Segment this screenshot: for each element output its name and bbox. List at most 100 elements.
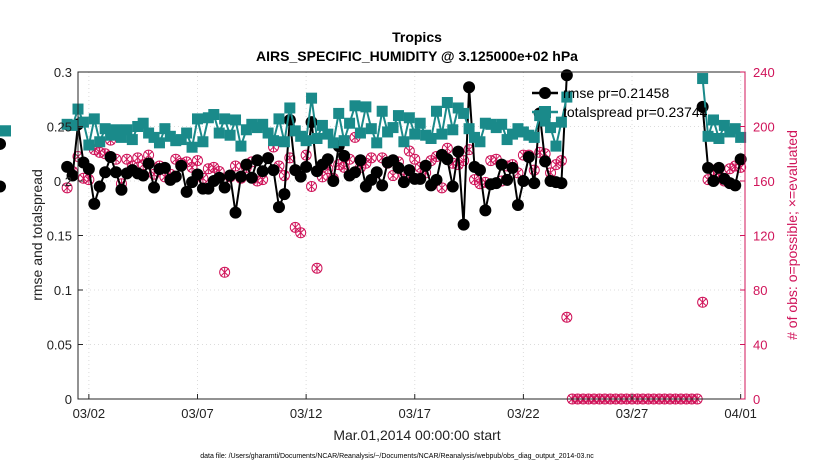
obs-evaluated-point bbox=[312, 263, 322, 274]
obs-evaluated-point bbox=[62, 182, 72, 193]
rmse-point bbox=[294, 170, 307, 183]
rmse-point bbox=[490, 177, 503, 190]
totalspread-point bbox=[561, 91, 573, 103]
totalspread-point bbox=[77, 116, 89, 128]
totalspread-point bbox=[349, 100, 361, 112]
rmse-point bbox=[430, 173, 443, 186]
totalspread-point bbox=[371, 137, 383, 149]
obs-evaluated-point bbox=[562, 312, 572, 323]
totalspread-point bbox=[718, 119, 730, 131]
totalspread-point bbox=[208, 109, 220, 121]
rmse-point bbox=[528, 177, 541, 190]
obs-evaluated-point bbox=[404, 146, 414, 157]
legend-rmse-label: rmse pr=0.21458 bbox=[563, 85, 669, 101]
totalspread-point bbox=[115, 131, 127, 143]
rmse-point bbox=[712, 161, 725, 174]
totalspread-point bbox=[729, 123, 741, 135]
x-tick-label: 03/17 bbox=[398, 406, 431, 421]
rmse-point bbox=[180, 185, 193, 198]
totalspread-point bbox=[94, 136, 106, 148]
rmse-point bbox=[370, 166, 383, 179]
totalspread-point bbox=[268, 135, 280, 147]
totalspread-point bbox=[67, 119, 79, 131]
rmse-point bbox=[262, 152, 275, 165]
rmse-point bbox=[142, 157, 155, 170]
chart-title: Tropics bbox=[392, 29, 442, 45]
totalspread-point bbox=[441, 97, 453, 109]
totalspread-point bbox=[425, 132, 437, 144]
rmse-point bbox=[251, 154, 264, 167]
obs-evaluated-point bbox=[307, 181, 316, 192]
y-right-tick-label: 120 bbox=[753, 229, 775, 244]
totalspread-point bbox=[197, 136, 209, 148]
rmse-point bbox=[256, 165, 269, 178]
legend-spread-marker bbox=[539, 106, 551, 118]
obs-evaluated-point bbox=[193, 155, 202, 166]
totalspread-point bbox=[175, 134, 187, 146]
totalspread-point bbox=[447, 124, 459, 136]
y-tick-label: 0.15 bbox=[47, 229, 72, 244]
totalspread-point bbox=[219, 113, 231, 125]
rmse-point bbox=[234, 170, 247, 183]
rmse-point bbox=[137, 169, 150, 182]
x-tick-label: 03/27 bbox=[616, 406, 649, 421]
obs-evaluated-point bbox=[366, 152, 376, 163]
rmse-point bbox=[707, 175, 720, 187]
chart-subtitle: AIRS_SPECIFIC_HUMIDITY @ 3.125000e+02 hP… bbox=[256, 48, 578, 64]
rmse-point bbox=[0, 180, 6, 193]
obs-evaluated-point bbox=[231, 161, 240, 172]
x-tick-label: 03/07 bbox=[181, 406, 214, 421]
totalspread-point bbox=[344, 117, 356, 129]
x-tick-label: 03/12 bbox=[290, 406, 323, 421]
rmse-point bbox=[191, 168, 204, 181]
totalspread-point bbox=[376, 105, 388, 117]
totalspread-point bbox=[555, 116, 567, 128]
y-right-tick-label: 200 bbox=[753, 120, 775, 135]
x-tick-label: 03/02 bbox=[73, 406, 106, 421]
rmse-point bbox=[104, 151, 117, 164]
rmse-point bbox=[213, 171, 226, 184]
rmse-point bbox=[517, 175, 530, 187]
y-tick-label: 0 bbox=[65, 392, 72, 407]
obs-evaluated-point bbox=[280, 170, 289, 181]
totalspread-point bbox=[458, 107, 470, 119]
rmse-point bbox=[452, 145, 465, 158]
rmse-point bbox=[224, 169, 237, 182]
totalspread-point bbox=[354, 127, 366, 139]
totalspread-point bbox=[121, 124, 133, 136]
totalspread-point bbox=[110, 124, 122, 136]
totalspread-point bbox=[414, 117, 426, 129]
totalspread-point bbox=[235, 140, 247, 152]
rmse-point bbox=[376, 179, 389, 192]
rmse-point bbox=[88, 197, 101, 210]
totalspread-point bbox=[333, 107, 345, 119]
rmse-point bbox=[392, 161, 405, 174]
totalspread-point bbox=[300, 135, 312, 147]
y-axis-right-label: # of obs: o=possible; ×=evaluated bbox=[784, 130, 800, 340]
totalspread-point bbox=[403, 112, 415, 124]
rmse-point bbox=[495, 158, 508, 171]
rmse-point bbox=[501, 173, 514, 186]
rmse-point bbox=[463, 81, 476, 94]
totalspread-point bbox=[311, 132, 323, 144]
rmse-point bbox=[441, 153, 454, 166]
rmse-point bbox=[349, 166, 362, 179]
rmse-point bbox=[240, 158, 253, 171]
totalspread-point bbox=[430, 105, 442, 117]
totalspread-point bbox=[338, 135, 350, 147]
x-axis-label: Mar.01,2014 00:00:00 start bbox=[333, 427, 500, 443]
totalspread-point bbox=[322, 128, 334, 140]
totalspread-point bbox=[186, 141, 198, 153]
rmse-point bbox=[397, 176, 410, 189]
totalspread-point bbox=[273, 113, 285, 125]
rmse-point bbox=[539, 155, 552, 168]
rmse-point bbox=[110, 166, 123, 179]
rmse-point bbox=[555, 177, 568, 190]
totalspread-point bbox=[387, 122, 399, 134]
totalspread-point bbox=[707, 114, 719, 126]
rmse-point bbox=[522, 151, 535, 164]
y-tick-label: 0.05 bbox=[47, 338, 72, 353]
rmse-point bbox=[229, 206, 242, 219]
y-tick-label: 0.1 bbox=[54, 283, 72, 298]
